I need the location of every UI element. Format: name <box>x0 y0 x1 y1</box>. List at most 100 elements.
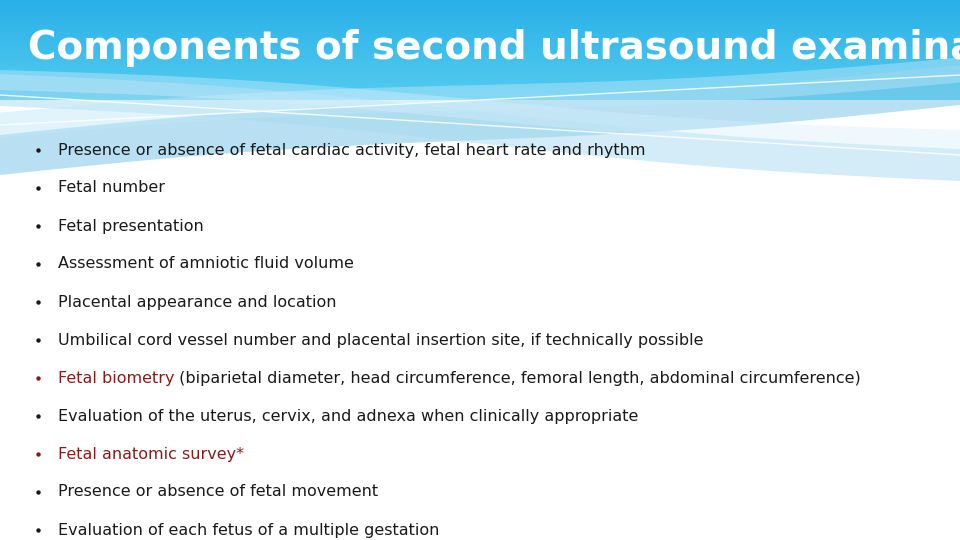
Polygon shape <box>0 65 960 175</box>
Bar <box>0 72 960 73</box>
Text: Umbilical cord vessel number and placental insertion site, if technically possib: Umbilical cord vessel number and placent… <box>58 333 704 348</box>
Bar <box>0 82 960 83</box>
Bar <box>0 53 960 54</box>
Bar <box>0 95 960 96</box>
Bar <box>0 36 960 37</box>
Text: Fetal anatomic survey*: Fetal anatomic survey* <box>58 447 244 462</box>
Bar <box>0 40 960 41</box>
Bar <box>0 9 960 10</box>
Polygon shape <box>0 57 960 138</box>
Bar <box>0 3 960 4</box>
Bar <box>0 38 960 39</box>
Bar <box>0 96 960 97</box>
Bar <box>0 62 960 63</box>
Bar <box>0 71 960 72</box>
Bar <box>0 92 960 93</box>
Bar <box>0 31 960 32</box>
Bar <box>0 39 960 40</box>
Bar <box>0 4 960 5</box>
Bar <box>0 28 960 29</box>
Text: Evaluation of each fetus of a multiple gestation: Evaluation of each fetus of a multiple g… <box>58 523 440 537</box>
Text: Assessment of amniotic fluid volume: Assessment of amniotic fluid volume <box>58 256 354 272</box>
Text: Fetal number: Fetal number <box>58 180 165 195</box>
Bar <box>0 76 960 77</box>
Bar <box>0 45 960 46</box>
Bar <box>0 29 960 30</box>
Text: Components of second ultrasound examinations: Components of second ultrasound examinat… <box>28 29 960 67</box>
Bar <box>0 77 960 78</box>
Bar <box>0 97 960 98</box>
Bar <box>0 66 960 68</box>
Bar <box>0 5 960 6</box>
Bar <box>0 49 960 50</box>
Bar <box>0 68 960 69</box>
Bar <box>0 55 960 56</box>
Bar <box>0 8 960 9</box>
Bar <box>0 58 960 59</box>
Bar <box>0 10 960 11</box>
Bar <box>0 93 960 94</box>
Bar <box>0 43 960 44</box>
Bar <box>0 35 960 36</box>
Bar <box>0 52 960 53</box>
Text: Presence or absence of fetal cardiac activity, fetal heart rate and rhythm: Presence or absence of fetal cardiac act… <box>58 143 645 158</box>
Bar <box>0 11 960 12</box>
Bar <box>0 24 960 25</box>
Bar <box>0 21 960 22</box>
Bar <box>0 19 960 20</box>
Bar <box>0 89 960 90</box>
Bar <box>0 6 960 8</box>
Bar <box>0 12 960 14</box>
Bar <box>0 69 960 70</box>
Bar <box>0 91 960 92</box>
Bar <box>0 51 960 52</box>
Bar <box>0 64 960 65</box>
Bar <box>0 80 960 81</box>
Bar <box>0 46 960 48</box>
Bar <box>0 86 960 87</box>
Bar <box>0 26 960 28</box>
Bar <box>0 1 960 2</box>
Text: Fetal biometry: Fetal biometry <box>58 370 175 386</box>
Bar <box>0 23 960 24</box>
Bar <box>0 2 960 3</box>
Text: Placental appearance and location: Placental appearance and location <box>58 294 337 309</box>
Bar <box>0 87 960 89</box>
Bar <box>0 15 960 16</box>
Bar <box>0 0 960 1</box>
Bar <box>0 100 960 540</box>
Bar <box>0 94 960 95</box>
Bar <box>0 59 960 60</box>
Text: Presence or absence of fetal movement: Presence or absence of fetal movement <box>58 484 378 500</box>
Bar <box>0 81 960 82</box>
Bar <box>0 42 960 43</box>
Bar <box>0 44 960 45</box>
Bar <box>0 17 960 18</box>
Bar <box>0 16 960 17</box>
Bar <box>0 54 960 55</box>
Bar <box>0 99 960 100</box>
Bar <box>0 90 960 91</box>
Bar <box>0 41 960 42</box>
Bar <box>0 61 960 62</box>
Bar <box>0 98 960 99</box>
Bar <box>0 57 960 58</box>
Bar <box>0 83 960 84</box>
Bar <box>0 48 960 49</box>
Polygon shape <box>0 70 960 150</box>
Bar <box>0 37 960 38</box>
Bar <box>0 30 960 31</box>
Bar <box>0 78 960 79</box>
Bar <box>0 33 960 34</box>
Bar <box>0 65 960 66</box>
Text: Evaluation of the uterus, cervix, and adnexa when clinically appropriate: Evaluation of the uterus, cervix, and ad… <box>58 408 638 423</box>
Bar <box>0 63 960 64</box>
Text: (biparietal diameter, head circumference, femoral length, abdominal circumferenc: (biparietal diameter, head circumference… <box>175 370 861 386</box>
Bar <box>0 73 960 74</box>
Text: Fetal presentation: Fetal presentation <box>58 219 204 233</box>
Bar <box>0 84 960 85</box>
Bar <box>0 18 960 19</box>
Bar <box>0 20 960 21</box>
Bar <box>0 75 960 76</box>
Bar <box>0 50 960 51</box>
